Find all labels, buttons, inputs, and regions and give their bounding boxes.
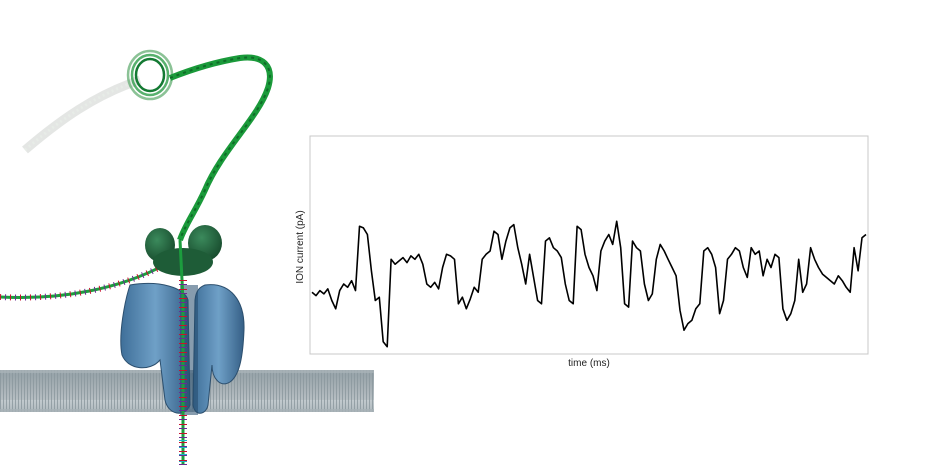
motor-protein [145, 225, 222, 276]
nanopore-illustration [0, 49, 374, 465]
plot-frame [309, 135, 869, 355]
faded-dna-strand [22, 75, 142, 154]
coiled-dna [126, 49, 273, 242]
y-axis-label: ION current (pA) [295, 210, 306, 283]
ion-current-chart: ION current (pA) time (ms) [295, 135, 869, 369]
ion-current-trace [311, 220, 867, 348]
x-axis-label: time (ms) [568, 358, 610, 369]
